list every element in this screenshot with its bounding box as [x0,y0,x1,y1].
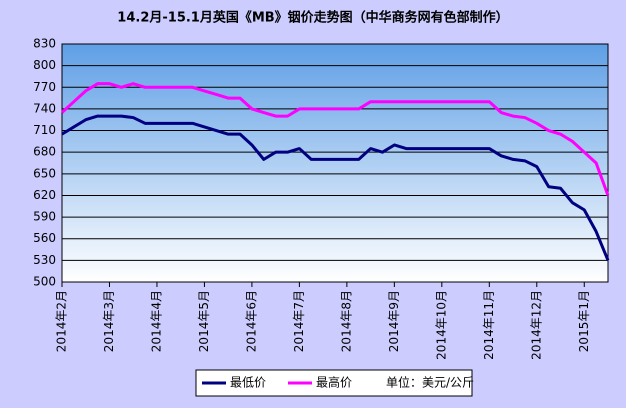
x-tick-label: 2014年11月 [482,290,496,360]
legend [195,369,473,397]
x-tick-label: 2014年5月 [197,290,211,352]
legend-label: 最低价 [230,376,266,390]
legend-label: 最高价 [316,375,352,390]
series-line [61,114,610,261]
y-tick-label: 530 [33,253,56,267]
y-tick-label: 710 [33,123,56,137]
y-tick-label: 500 [33,275,56,289]
unit-label: 单位：美元/公斤 [386,375,474,390]
x-tick-label: 2014年12月 [529,290,543,360]
y-tick-label: 680 [33,145,56,159]
x-tick-label: 2014年2月 [55,290,69,352]
x-tick-label: 2014年3月 [102,290,116,352]
y-tick-label: 560 [33,231,56,245]
plot-area [61,43,609,283]
series-line [60,82,610,196]
y-tick-label: 770 [33,80,56,94]
x-tick-label: 2014年4月 [149,290,163,352]
x-tick-label: 2014年7月 [292,290,306,352]
y-tick-label: 620 [33,188,56,202]
x-tick-label: 2014年9月 [387,290,401,352]
x-tick-label: 2014年8月 [339,290,353,352]
chart-title: 14.2月-15.1月英国《MB》铟价走势图（中华商务网有色部制作） [117,10,508,26]
x-tick-label: 2014年6月 [244,290,258,352]
y-tick-label: 740 [33,101,56,115]
x-tick-label: 2015年1月 [577,290,591,352]
y-tick-label: 650 [33,166,56,180]
y-tick-label: 830 [33,37,56,51]
y-tick-label: 800 [33,58,56,72]
x-tick-label: 2014年10月 [434,290,448,360]
y-tick-label: 590 [33,210,56,224]
